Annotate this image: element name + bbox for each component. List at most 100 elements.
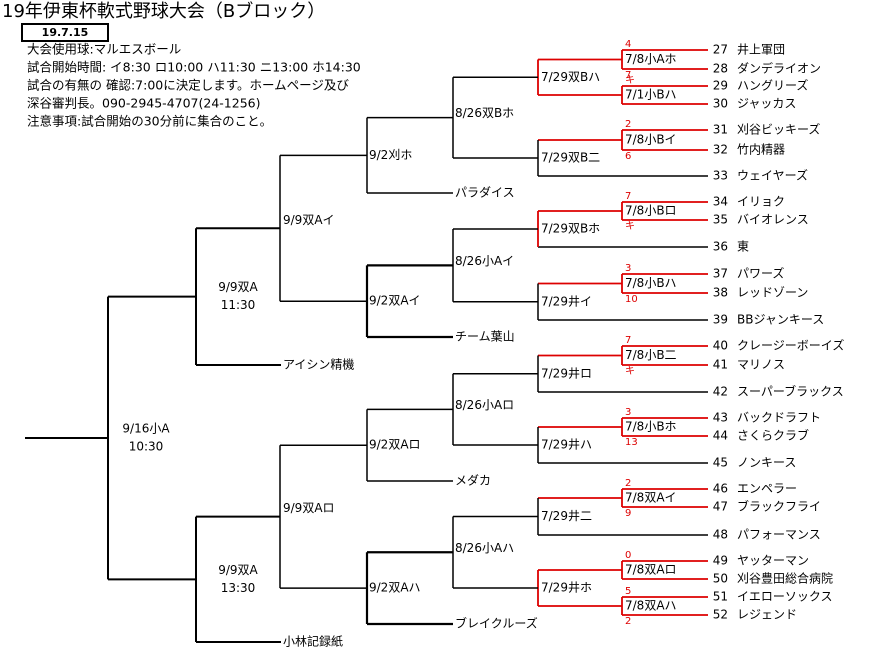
score: キ (625, 75, 635, 86)
team-name: ヤッターマン (737, 554, 809, 568)
info-line: 注意事項:試合開始の30分前に集合のこと。 (27, 114, 272, 129)
team-name: ダンデライオン (737, 61, 821, 76)
team-number: 32 (713, 143, 728, 157)
score: 4 (625, 39, 631, 50)
team-name: バックドラフト (737, 411, 821, 425)
match-label: 8/26小Aハ (455, 541, 514, 555)
match-label: 7/29双Bハ (541, 70, 600, 84)
score: 9 (625, 508, 631, 519)
team-number: 36 (713, 240, 728, 254)
title: 19年伊東杯軟式野球大会（Bブロック） (2, 0, 325, 22)
team-name: パワーズ (737, 266, 784, 281)
team-number: 46 (713, 482, 728, 496)
info-line: 深谷審判長。090-2945-4707(24-1256) (27, 96, 260, 111)
team-number: 42 (713, 385, 728, 399)
team-name: ジャッカス (737, 97, 796, 111)
team-number: 35 (713, 213, 728, 227)
team-number: 52 (713, 608, 728, 622)
date: 19.7.15 (42, 26, 89, 39)
team-name: ウェイヤーズ (737, 168, 808, 183)
team-name: ハングリーズ (737, 78, 808, 93)
match-label: 7/8小Bハ (625, 276, 677, 290)
team-name: レッドゾーン (737, 286, 808, 300)
score: 3 (625, 407, 631, 418)
team-number: 28 (713, 62, 728, 76)
team-name: ブラックフライ (737, 499, 821, 514)
left-team-name: パラダイス (455, 185, 515, 200)
team-name: さくらクラブ (737, 428, 809, 443)
left-team-name: チーム葉山 (455, 330, 515, 344)
match-label: 8/26小Aロ (455, 398, 514, 412)
team-name: イリョク (737, 195, 785, 209)
team-name: レジェンド (737, 608, 797, 622)
score: 7 (625, 335, 631, 346)
match-label: 9/9双Aイ (283, 213, 335, 227)
team-number: 38 (713, 286, 728, 300)
team-number: 27 (713, 43, 728, 57)
match-label: 7/29井ハ (541, 438, 592, 452)
team-number: 30 (713, 97, 728, 111)
match-label: 8/26双Bホ (455, 106, 514, 120)
team-number: 29 (713, 79, 728, 93)
match-label: 9/9双Aロ (283, 501, 335, 515)
team-number: 45 (713, 456, 728, 470)
team-number: 49 (713, 554, 728, 568)
match-label: 9/9双A (218, 280, 258, 294)
team-number: 33 (713, 169, 728, 183)
team-name: BBジャンキース (737, 313, 824, 327)
score: キ (625, 221, 635, 232)
team-number: 50 (713, 572, 728, 586)
team-number: 37 (713, 267, 728, 281)
match-label: 8/26小Aイ (455, 254, 514, 268)
match-label: 7/8小Aホ (625, 52, 677, 66)
left-team-name: メダカ (455, 473, 491, 488)
team-number: 44 (713, 429, 728, 443)
score: キ (625, 366, 635, 377)
match-label: 9/2双Aロ (369, 438, 421, 452)
team-number: 43 (713, 411, 728, 425)
match-label: 9/2双Aハ (369, 581, 421, 595)
match-label: 7/29井ホ (541, 581, 592, 595)
match-label: 7/8小Bロ (625, 204, 677, 218)
match-label: 9/16小A (122, 421, 170, 435)
team-name: クレージーボーイズ (737, 338, 844, 353)
match-label: 9/2双Aイ (369, 294, 421, 308)
team-number: 39 (713, 313, 728, 327)
match-time: 10:30 (129, 439, 164, 453)
team-name: イエローソックス (737, 590, 833, 604)
info-line: 試合の有無の 確認:7:00に決定します。ホームページ及び (27, 78, 349, 93)
match-label: 7/8小B二 (625, 348, 677, 362)
match-label: 7/29双B二 (541, 151, 600, 165)
match-label: 7/8双Aハ (625, 599, 677, 613)
match-time: 11:30 (221, 298, 256, 312)
team-number: 31 (713, 123, 728, 137)
team-name: 刈谷ビッキーズ (737, 122, 820, 137)
team-number: 34 (713, 195, 728, 209)
match-label: 7/1小Bハ (625, 88, 677, 102)
match-label: 9/2刈ホ (369, 148, 412, 162)
score: 7 (625, 70, 631, 81)
team-name: 刈谷豊田総合病院 (737, 571, 833, 586)
score: 0 (625, 550, 631, 561)
score: 7 (625, 191, 631, 202)
match-label: 7/8双Aロ (625, 563, 677, 577)
match-time: 13:30 (221, 581, 256, 595)
match-label: 7/29双Bホ (541, 222, 600, 236)
match-label: 7/29井ロ (541, 366, 592, 380)
team-name: 井上軍団 (737, 43, 785, 57)
match-label: 7/8小Bホ (625, 420, 677, 434)
left-team-name: 小林記録紙 (283, 634, 343, 649)
left-team-name: アイシン精機 (283, 357, 354, 372)
score: 2 (625, 119, 631, 130)
info-line: 大会使用球:マルエスボール (27, 42, 181, 57)
score: 2 (625, 616, 631, 627)
left-team-name: ブレイクルーズ (455, 616, 538, 631)
info-line: 試合開始時間: イ8:30 ロ10:00 ハ11:30 ニ13:00 ホ14:3… (27, 60, 361, 75)
team-name: スーパーブラックス (737, 384, 844, 399)
team-number: 41 (713, 358, 728, 372)
score: 10 (625, 294, 638, 305)
team-number: 48 (713, 528, 728, 542)
match-label: 7/8双Aイ (625, 491, 677, 505)
match-label: 9/9双A (218, 563, 258, 577)
